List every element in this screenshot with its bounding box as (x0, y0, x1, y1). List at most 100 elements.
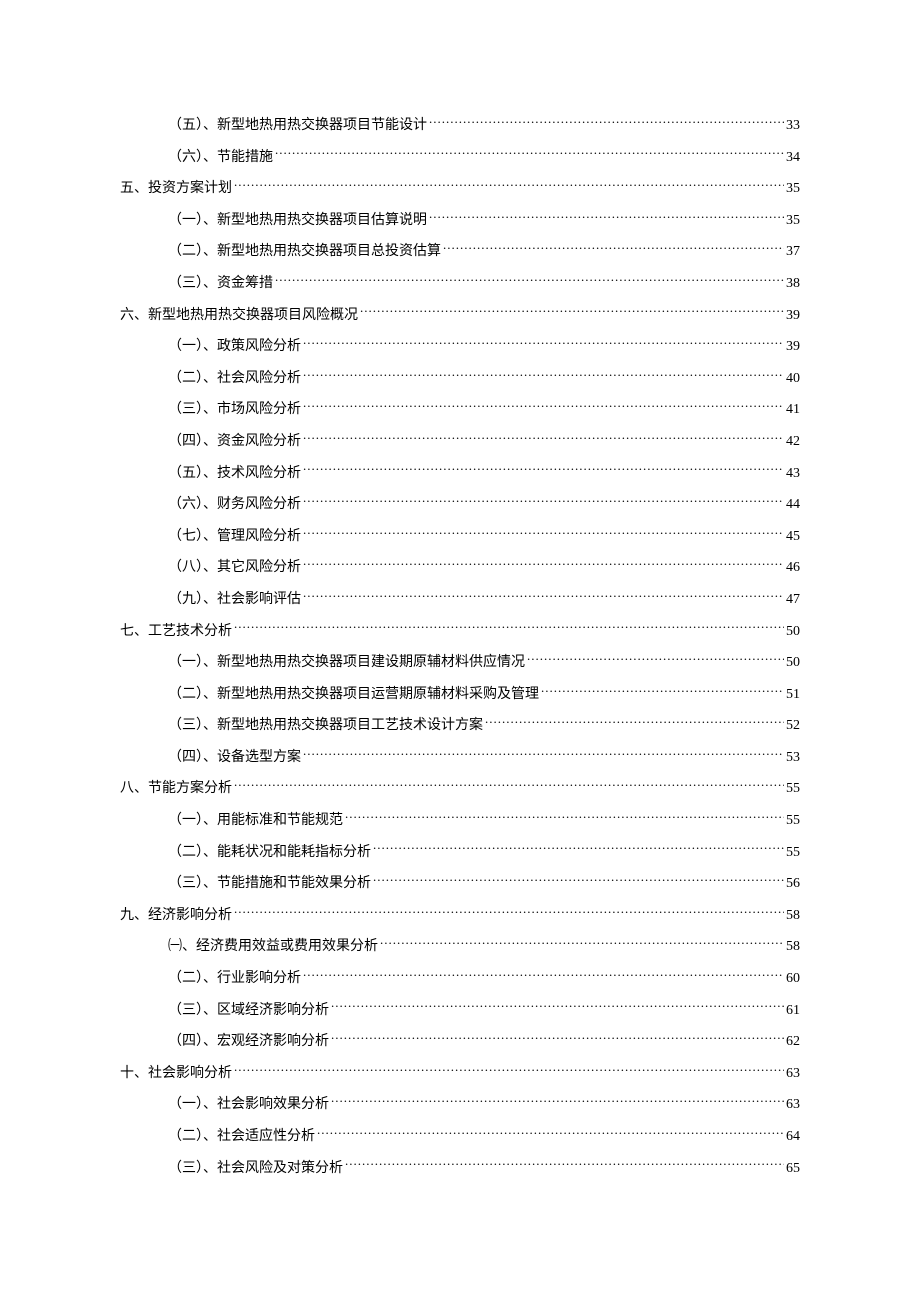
toc-entry-label: 八、节能方案分析 (120, 779, 232, 799)
toc-entry-page: 40 (786, 369, 800, 389)
toc-entry-label: （三）、新型地热用热交换器项目工艺技术设计方案 (168, 716, 483, 736)
toc-dot-leader (429, 115, 784, 129)
toc-entry-page: 61 (786, 1001, 800, 1021)
toc-entry: 九、经济影响分析58 (120, 905, 800, 926)
toc-dot-leader (380, 936, 784, 950)
toc-dot-leader (303, 557, 784, 571)
toc-entry-label: 五、投资方案计划 (120, 179, 232, 199)
toc-entry-page: 51 (786, 685, 800, 705)
toc-entry: （二）、社会风险分析 40 (120, 368, 800, 389)
toc-entry-label: （四）、设备选型方案 (168, 748, 301, 768)
toc-entry-label: （二）、行业影响分析 (168, 969, 301, 989)
toc-entry: （三）、资金筹措38 (120, 273, 800, 294)
toc-dot-leader (317, 1126, 784, 1140)
toc-dot-leader (303, 747, 784, 761)
toc-entry-label: （二）、新型地热用热交换器项目运营期原辅材料采购及管理 (168, 685, 539, 705)
toc-entry: （二）、行业影响分析60 (120, 968, 800, 989)
toc-entry: 五、投资方案计划 35 (120, 178, 800, 199)
toc-entry-page: 37 (786, 242, 800, 262)
toc-entry-page: 41 (786, 400, 800, 420)
toc-entry-page: 33 (786, 116, 800, 136)
toc-dot-leader (345, 810, 784, 824)
toc-entry: （三）、市场风险分析41 (120, 399, 800, 420)
toc-entry: （四）、设备选型方案 53 (120, 747, 800, 768)
toc-entry-label: （一）、新型地热用热交换器项目建设期原辅材料供应情况 (168, 653, 525, 673)
toc-dot-leader (303, 463, 784, 477)
toc-entry-label: （八）、其它风险分析 (168, 558, 301, 578)
toc-entry-page: 46 (786, 558, 800, 578)
toc-entry-label: （六）、节能措施 (168, 148, 273, 168)
toc-entry-label: 十、社会影响分析 (120, 1064, 232, 1084)
toc-entry-label: （五）、技术风险分析 (168, 464, 301, 484)
toc-entry: （二）、能耗状况和能耗指标分析55 (120, 842, 800, 863)
toc-dot-leader (275, 273, 784, 287)
toc-entry-label: ㈠、经济费用效益或费用效果分析 (168, 937, 378, 957)
toc-entry-page: 45 (786, 527, 800, 547)
toc-entry-label: （二）、社会风险分析 (168, 369, 301, 389)
toc-entry-label: （三）、区域经济影响分析 (168, 1001, 329, 1021)
toc-entry: （二）、新型地热用热交换器项目总投资估算 37 (120, 241, 800, 262)
toc-entry: （二）、社会适应性分析64 (120, 1126, 800, 1147)
toc-entry: 六、新型地热用热交换器项目风险概况 39 (120, 305, 800, 326)
toc-dot-leader (234, 178, 784, 192)
toc-entry-label: （三）、节能措施和节能效果分析 (168, 874, 371, 894)
toc-entry-label: （一）、用能标准和节能规范 (168, 811, 343, 831)
toc-dot-leader (234, 621, 784, 635)
toc-entry: （三）、新型地热用热交换器项目工艺技术设计方案 52 (120, 715, 800, 736)
toc-entry: （四）、宏观经济影响分析 62 (120, 1031, 800, 1052)
toc-dot-leader (331, 1031, 784, 1045)
toc-entry-label: （四）、宏观经济影响分析 (168, 1032, 329, 1052)
toc-entry-label: （七）、管理风险分析 (168, 527, 301, 547)
toc-entry-page: 39 (786, 306, 800, 326)
toc-entry-page: 42 (786, 432, 800, 452)
toc-entry-page: 55 (786, 779, 800, 799)
toc-dot-leader (373, 873, 784, 887)
toc-entry-page: 55 (786, 843, 800, 863)
toc-entry-label: （六）、财务风险分析 (168, 495, 301, 515)
toc-entry-label: （九）、社会影响评估 (168, 590, 301, 610)
toc-dot-leader (303, 399, 784, 413)
toc-entry: ㈠、经济费用效益或费用效果分析 58 (120, 936, 800, 957)
toc-dot-leader (485, 715, 784, 729)
toc-entry-page: 50 (786, 653, 800, 673)
toc-entry-page: 65 (786, 1159, 800, 1179)
toc-dot-leader (234, 1063, 784, 1077)
toc-dot-leader (373, 842, 784, 856)
toc-entry: （一）、新型地热用热交换器项目估算说明35 (120, 210, 800, 231)
toc-dot-leader (331, 1000, 784, 1014)
toc-entry-page: 63 (786, 1064, 800, 1084)
toc-entry-page: 55 (786, 811, 800, 831)
toc-entry: （一）、社会影响效果分析63 (120, 1094, 800, 1115)
toc-dot-leader (527, 652, 784, 666)
toc-entry-page: 35 (786, 179, 800, 199)
toc-entry-label: （五）、新型地热用热交换器项目节能设计 (168, 116, 427, 136)
toc-entry-page: 52 (786, 716, 800, 736)
toc-dot-leader (303, 589, 784, 603)
toc-entry-label: （二）、社会适应性分析 (168, 1127, 315, 1147)
table-of-contents: （五）、新型地热用热交换器项目节能设计33（六）、节能措施34五、投资方案计划3… (120, 115, 800, 1178)
toc-dot-leader (345, 1158, 784, 1172)
toc-entry-page: 58 (786, 906, 800, 926)
toc-dot-leader (541, 684, 784, 698)
toc-entry-label: （一）、新型地热用热交换器项目估算说明 (168, 211, 427, 231)
toc-entry: （一）、新型地热用热交换器项目建设期原辅材料供应情况 50 (120, 652, 800, 673)
toc-dot-leader (303, 526, 784, 540)
toc-entry: （二）、新型地热用热交换器项目运营期原辅材料采购及管理 51 (120, 684, 800, 705)
toc-entry: （三）、节能措施和节能效果分析56 (120, 873, 800, 894)
toc-entry-label: 六、新型地热用热交换器项目风险概况 (120, 306, 358, 326)
toc-entry: （八）、其它风险分析 46 (120, 557, 800, 578)
toc-entry-page: 53 (786, 748, 800, 768)
toc-entry: （九）、社会影响评估47 (120, 589, 800, 610)
toc-entry: （三）、社会风险及对策分析 65 (120, 1158, 800, 1179)
toc-entry-page: 58 (786, 937, 800, 957)
toc-dot-leader (234, 778, 784, 792)
toc-entry-page: 62 (786, 1032, 800, 1052)
toc-dot-leader (443, 241, 784, 255)
toc-entry-label: （三）、社会风险及对策分析 (168, 1159, 343, 1179)
toc-entry: （五）、新型地热用热交换器项目节能设计 33 (120, 115, 800, 136)
toc-dot-leader (429, 210, 784, 224)
toc-entry-page: 39 (786, 337, 800, 357)
toc-entry-label: （二）、新型地热用热交换器项目总投资估算 (168, 242, 441, 262)
toc-dot-leader (303, 368, 784, 382)
toc-entry-page: 50 (786, 622, 800, 642)
